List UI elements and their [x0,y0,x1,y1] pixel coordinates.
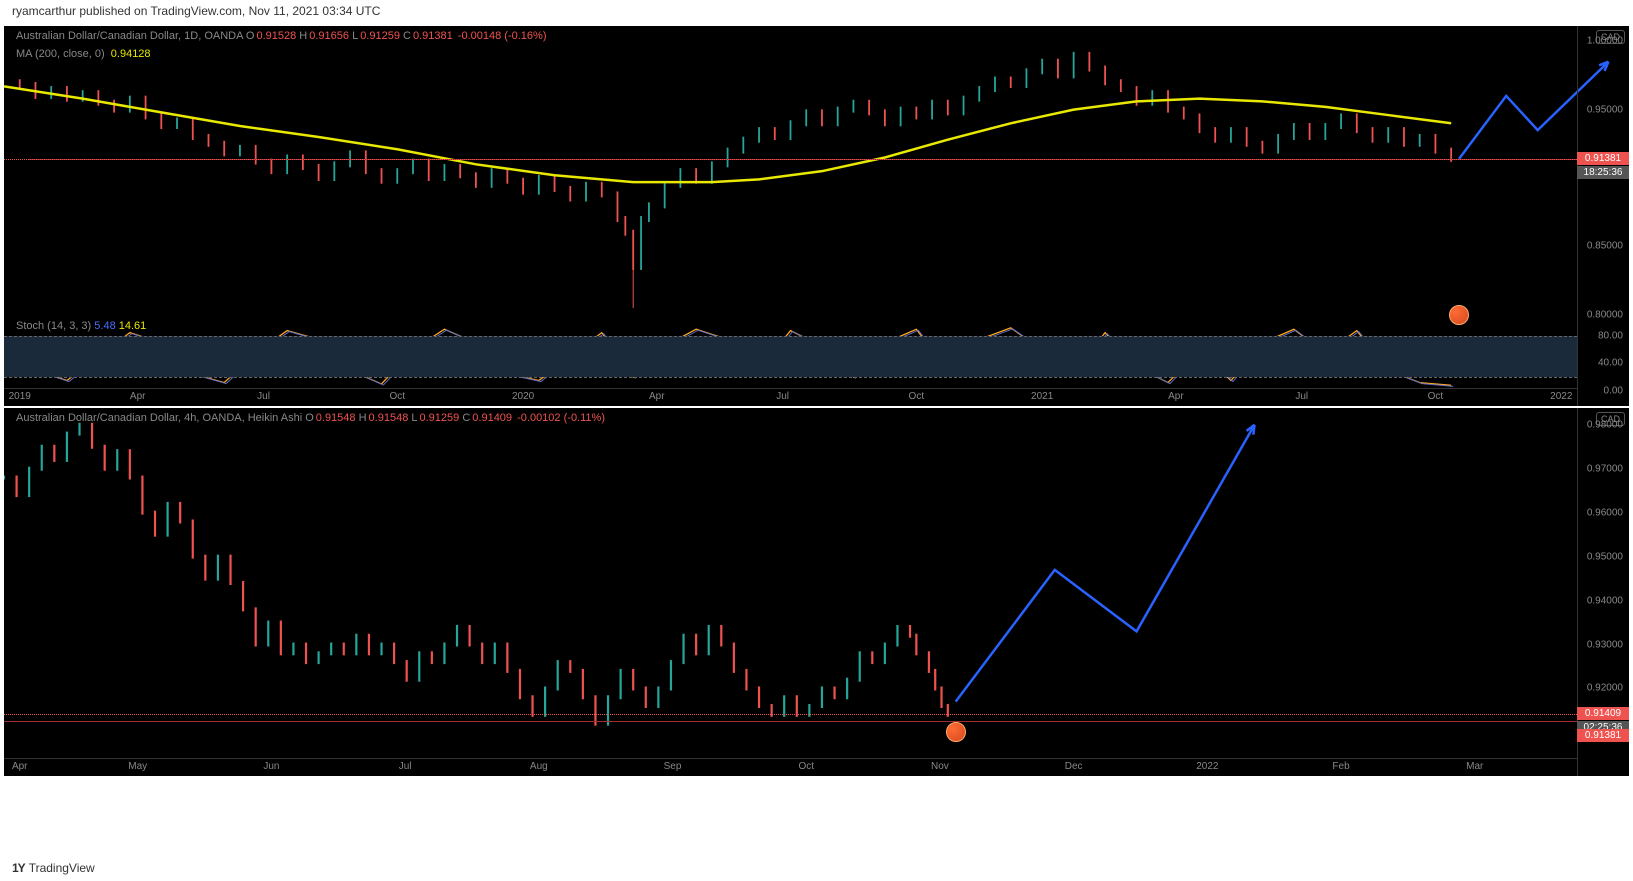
pane2-l: 0.91259 [420,412,460,424]
pane2-price-tag: 0.91409 [1577,707,1629,720]
pane1-stoch-legend: Stoch (14, 3, 3) 5.48 14.61 [16,320,146,332]
pane2-c: 0.91409 [472,412,512,424]
pane2-chg: -0.00102 (-0.11%) [517,412,605,424]
pane2-ohlc: Australian Dollar/Canadian Dollar, 4h, O… [16,412,605,424]
pane1-o: 0.91528 [256,30,296,42]
pane1-yaxis[interactable]: CAD 1.000000.950000.903810.850000.800008… [1577,26,1629,406]
tradingview-logo-icon: 1Y [12,861,25,875]
pane2-xaxis[interactable]: AprMayJunJulAugSepOctNovDec2022FebMar [4,758,1577,776]
pane1-stoch-lower [4,377,1577,378]
pane1-h: 0.91656 [309,30,349,42]
pane1-countdown-tag: 18:25:36 [1577,166,1629,179]
pane2-support-line[interactable] [4,721,1577,722]
pane1-ma-value: 0.94128 [111,48,151,60]
4h-chart-panel[interactable]: Australian Dollar/Canadian Dollar, 4h, O… [4,408,1629,776]
pane1-ma-legend: MA (200, close, 0) 0.94128 [16,48,151,60]
pane1-price-line [4,159,1577,160]
pane1-symbol: Australian Dollar/Canadian Dollar, 1D, O… [16,30,243,42]
pane1-price-tag: 0.91381 [1577,152,1629,165]
pane2-support-tag: 0.91381 [1577,729,1629,742]
publish-header: ryamcarthur published on TradingView.com… [0,0,1633,24]
long-position-icon[interactable] [1449,305,1469,325]
pane1-xaxis[interactable]: 2019AprJulOct2020AprJulOct2021AprJulOct2… [4,388,1577,406]
pane2-o: 0.91548 [316,412,356,424]
footer-text: TradingView [29,861,95,875]
pane2-symbol: Australian Dollar/Canadian Dollar, 4h, O… [16,412,302,424]
publish-text: ryamcarthur published on TradingView.com… [12,4,380,18]
pane1-l: 0.91259 [360,30,400,42]
pane1-stoch-upper [4,336,1577,337]
pane1-stoch-band [4,336,1577,377]
pane1-stoch-d: 14.61 [119,320,147,332]
long-position-icon[interactable] [946,722,966,742]
pane2-h: 0.91548 [369,412,409,424]
pane1-chg: -0.00148 (-0.16%) [458,30,547,42]
pane1-ohlc: Australian Dollar/Canadian Dollar, 1D, O… [16,30,547,42]
pane1-stoch-k: 5.48 [94,320,115,332]
daily-chart-panel[interactable]: Australian Dollar/Canadian Dollar, 1D, O… [4,26,1629,406]
pane1-c: 0.91381 [413,30,453,42]
footer: 1Y TradingView [12,861,95,875]
pane2-price-line [4,714,1577,715]
